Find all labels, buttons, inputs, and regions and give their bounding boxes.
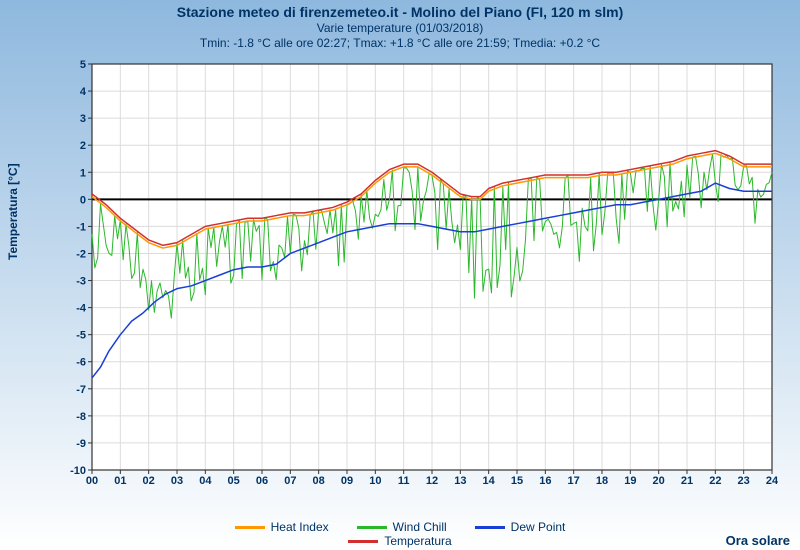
svg-text:-5: -5 xyxy=(76,330,86,342)
svg-text:5: 5 xyxy=(80,60,86,71)
svg-text:01: 01 xyxy=(114,475,126,487)
svg-text:19: 19 xyxy=(624,475,636,487)
svg-text:1: 1 xyxy=(80,167,86,179)
svg-text:22: 22 xyxy=(709,475,721,487)
svg-text:02: 02 xyxy=(143,475,155,487)
legend-label: Dew Point xyxy=(511,520,566,534)
svg-text:2: 2 xyxy=(80,140,86,152)
svg-text:-1: -1 xyxy=(76,221,86,233)
legend-swatch xyxy=(475,526,505,529)
svg-text:24: 24 xyxy=(766,475,778,487)
title-line-3: Tmin: -1.8 °C alle ore 02:27; Tmax: +1.8… xyxy=(0,36,800,50)
svg-text:0: 0 xyxy=(80,194,86,206)
svg-text:21: 21 xyxy=(681,475,693,487)
svg-text:18: 18 xyxy=(596,475,608,487)
svg-text:17: 17 xyxy=(568,475,580,487)
svg-text:13: 13 xyxy=(454,475,466,487)
svg-text:05: 05 xyxy=(228,475,240,487)
legend-row-2: Temperatura xyxy=(0,534,800,548)
legend-label: Heat Index xyxy=(271,520,329,534)
legend-swatch xyxy=(235,526,265,529)
legend-row-1: Heat Index Wind Chill Dew Point xyxy=(0,520,800,534)
title-line-1: Stazione meteo di firenzemeteo.it - Moli… xyxy=(0,4,800,20)
legend-item-temperatura: Temperatura xyxy=(348,534,451,548)
svg-text:07: 07 xyxy=(284,475,296,487)
y-axis-label: Temperatura [°C] xyxy=(6,163,20,260)
svg-text:14: 14 xyxy=(483,475,496,487)
svg-text:-4: -4 xyxy=(76,303,87,315)
svg-text:12: 12 xyxy=(426,475,438,487)
legend-swatch xyxy=(357,526,387,529)
svg-text:04: 04 xyxy=(199,475,212,487)
svg-text:16: 16 xyxy=(539,475,551,487)
svg-text:06: 06 xyxy=(256,475,268,487)
titles-block: Stazione meteo di firenzemeteo.it - Moli… xyxy=(0,0,800,50)
legend-item-wind-chill: Wind Chill xyxy=(357,520,447,534)
plot-area: 0001020304050607080910111213141516171819… xyxy=(58,60,778,490)
legend-item-dew-point: Dew Point xyxy=(475,520,566,534)
svg-text:15: 15 xyxy=(511,475,523,487)
svg-text:4: 4 xyxy=(80,86,87,98)
legend-item-heat-index: Heat Index xyxy=(235,520,329,534)
ora-solare-label: Ora solare xyxy=(726,533,790,548)
svg-text:09: 09 xyxy=(341,475,353,487)
svg-text:-6: -6 xyxy=(76,357,86,369)
svg-text:-9: -9 xyxy=(76,438,86,450)
svg-text:-8: -8 xyxy=(76,411,86,423)
legend-label: Wind Chill xyxy=(393,520,447,534)
chart-container: Stazione meteo di firenzemeteo.it - Moli… xyxy=(0,0,800,550)
svg-text:-2: -2 xyxy=(76,248,86,260)
svg-text:-7: -7 xyxy=(76,384,86,396)
svg-text:08: 08 xyxy=(313,475,325,487)
svg-text:20: 20 xyxy=(653,475,665,487)
svg-text:-10: -10 xyxy=(70,465,86,477)
svg-text:03: 03 xyxy=(171,475,183,487)
svg-text:10: 10 xyxy=(369,475,381,487)
svg-text:00: 00 xyxy=(86,475,98,487)
chart-svg: 0001020304050607080910111213141516171819… xyxy=(58,60,778,490)
legend-swatch xyxy=(348,540,378,543)
svg-text:-3: -3 xyxy=(76,276,86,288)
title-line-2: Varie temperature (01/03/2018) xyxy=(0,21,800,35)
svg-text:23: 23 xyxy=(738,475,750,487)
svg-text:3: 3 xyxy=(80,113,86,125)
legend-label: Temperatura xyxy=(384,534,451,548)
svg-text:11: 11 xyxy=(398,475,410,487)
